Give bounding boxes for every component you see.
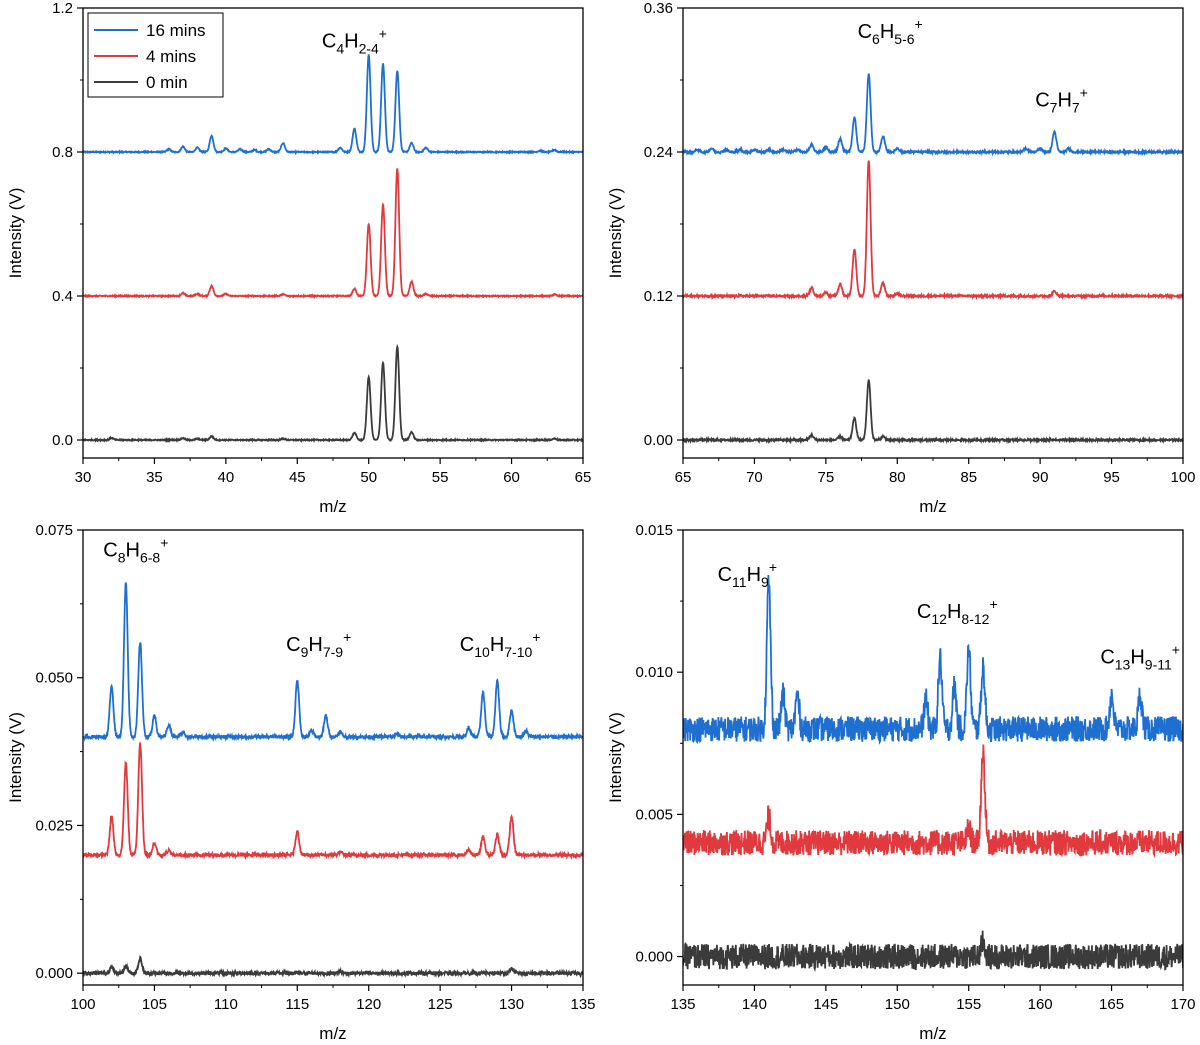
y-axis-title: Intensity (V) [6,188,25,279]
series-line-4-mins [683,744,1183,859]
x-tick-label: 120 [356,996,381,1013]
series-line-16-mins [683,575,1183,746]
x-tick-label: 55 [432,469,449,486]
x-tick-label: 90 [1032,469,1049,486]
series-line-16-mins [683,73,1183,157]
x-tick-label: 135 [570,996,595,1013]
series-line-16-mins [83,54,583,156]
chart-panel-3: 100 105 110 115 120 125 130 135 0.000 0.025 0.050 0… [6,522,596,1043]
x-tick-label: 165 [1099,996,1124,1013]
legend-label: 16 mins [146,21,206,40]
x-tick-label: 70 [746,469,763,486]
x-axis-title: m/z [319,1024,346,1043]
peak-formula-label: C13H9-11+ [1100,642,1180,673]
peak-formula-label: C6H5-6+ [858,16,923,47]
series-line-0-min [83,955,583,979]
chart-panel-2: 65 70 75 80 85 90 95 100 0.00 0.12 0.24 0.36 m/z Inte… [606,0,1196,516]
series-line-0-min [683,379,1183,445]
series-line-16-mins [83,582,583,743]
x-tick-label: 135 [670,996,695,1013]
y-axis-title: Intensity (V) [606,188,625,279]
peak-formula-label: C7H7+ [1035,84,1088,115]
x-tick-label: 85 [960,469,977,486]
x-tick-label: 45 [289,469,306,486]
plot-frame [82,529,584,986]
x-tick-label: 105 [142,996,167,1013]
y-tick-label: 0.36 [644,0,673,17]
peak-formula-label: C4H2-4+ [322,26,387,57]
y-tick-label: 0.000 [35,965,73,982]
x-tick-label: 125 [428,996,453,1013]
peak-formula-label: C12H8-12+ [917,596,998,627]
x-tick-label: 65 [575,469,592,486]
peak-formula-label: C8H6-8+ [103,535,168,566]
series-line-0-min [83,343,583,444]
x-tick-label: 50 [360,469,377,486]
y-tick-label: 0.025 [35,817,73,834]
legend-label: 4 mins [146,47,196,66]
plot-frame [682,7,1184,459]
x-tick-label: 60 [503,469,520,486]
x-tick-label: 110 [214,996,238,1013]
x-tick-label: 115 [285,996,309,1013]
x-tick-label: 170 [1170,996,1195,1013]
x-tick-label: 100 [70,996,95,1013]
y-tick-label: 1.2 [52,0,73,17]
y-tick-label: 0.000 [635,949,673,966]
y-axis-title: Intensity (V) [6,712,25,803]
peak-formula-label: C10H7-10+ [460,629,541,660]
y-tick-label: 0.075 [35,522,73,539]
series-line-4-mins [683,160,1183,301]
chart-panel-1: 30 35 40 45 50 55 60 65 0.0 0.4 0.8 1.2 m/z Intensity… [6,0,591,516]
x-tick-label: 130 [499,996,524,1013]
y-tick-label: 0.010 [635,664,673,681]
x-tick-label: 140 [742,996,767,1013]
legend-label: 0 min [146,73,188,92]
x-tick-label: 35 [146,469,163,486]
y-tick-label: 0.12 [644,288,673,305]
x-tick-label: 160 [1028,996,1053,1013]
series-line-0-min [683,930,1183,973]
x-tick-label: 80 [889,469,906,486]
y-tick-label: 0.050 [35,670,73,687]
x-axis-title: m/z [919,497,946,516]
x-axis-title: m/z [919,1024,946,1043]
series-line-4-mins [83,742,583,861]
x-tick-label: 145 [813,996,838,1013]
x-tick-label: 95 [1103,469,1120,486]
x-axis-title: m/z [319,497,346,516]
y-tick-label: 0.24 [644,144,673,161]
x-tick-label: 150 [885,996,910,1013]
y-tick-label: 0.8 [52,144,73,161]
y-tick-label: 0.4 [52,288,73,305]
peak-formula-label: C11H9+ [718,559,777,590]
x-tick-label: 65 [675,469,692,486]
chart-panel-4: 135 140 145 150 155 160 165 170 0.000 0.005 0.010 0… [606,522,1196,1043]
x-tick-label: 30 [75,469,92,486]
legend: 16 mins 4 mins 0 min [87,12,224,98]
plot-frame [682,529,1184,986]
x-tick-label: 75 [818,469,835,486]
y-tick-label: 0.00 [644,432,673,449]
y-tick-label: 0.0 [52,432,73,449]
peak-formula-label: C9H7-9+ [286,629,351,660]
series-line-4-mins [83,168,583,300]
y-tick-label: 0.015 [635,522,673,539]
x-tick-label: 40 [218,469,235,486]
x-tick-label: 155 [956,996,981,1013]
y-axis-title: Intensity (V) [606,712,625,803]
x-tick-label: 100 [1170,469,1195,486]
y-tick-label: 0.005 [635,806,673,823]
